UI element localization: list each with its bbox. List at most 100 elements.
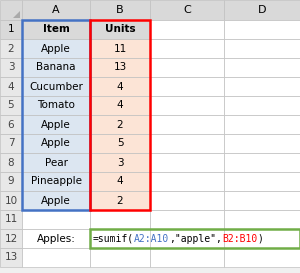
Bar [90, 77, 150, 96]
Text: 12: 12 [4, 233, 18, 244]
Bar [150, 0, 224, 20]
Bar [22, 0, 90, 20]
Bar [90, 248, 150, 267]
Text: Item: Item [43, 25, 69, 34]
Bar [90, 153, 150, 172]
Bar [224, 39, 300, 58]
Text: 13: 13 [113, 63, 127, 73]
Bar [0, 77, 22, 96]
Bar [224, 229, 300, 248]
Bar [22, 210, 90, 229]
Bar [22, 172, 90, 191]
Bar [224, 58, 300, 77]
Bar [0, 115, 22, 134]
Text: C: C [183, 5, 191, 15]
Bar [150, 96, 224, 115]
Text: ): ) [257, 233, 263, 244]
Bar [90, 20, 150, 210]
Text: Units: Units [105, 25, 135, 34]
Text: Apple: Apple [41, 138, 71, 149]
Bar [150, 248, 224, 267]
Bar [90, 172, 150, 191]
Bar [224, 248, 300, 267]
Text: 11: 11 [4, 215, 18, 224]
Text: 13: 13 [4, 253, 18, 263]
Text: Banana: Banana [36, 63, 76, 73]
Bar [22, 153, 90, 172]
Bar [22, 96, 90, 115]
Bar [22, 58, 90, 77]
Bar [224, 210, 300, 229]
Text: 2: 2 [117, 120, 123, 129]
Text: B2:B10: B2:B10 [222, 233, 257, 244]
Text: B: B [116, 5, 124, 15]
Bar [224, 77, 300, 96]
Bar [224, 172, 300, 191]
Bar [0, 191, 22, 210]
Bar [150, 229, 224, 248]
Text: 1: 1 [8, 25, 14, 34]
Bar [90, 58, 150, 77]
Text: Apple: Apple [41, 43, 71, 54]
Text: 6: 6 [8, 120, 14, 129]
Bar [150, 134, 224, 153]
Bar [90, 20, 150, 39]
Text: 3: 3 [117, 158, 123, 168]
Bar [0, 39, 22, 58]
Text: =sumif(: =sumif( [93, 233, 134, 244]
Bar [90, 0, 150, 20]
Text: 11: 11 [113, 43, 127, 54]
Bar [22, 229, 90, 248]
Text: 4: 4 [117, 100, 123, 111]
Bar [0, 248, 22, 267]
Text: A2:A10: A2:A10 [134, 233, 169, 244]
Bar [224, 115, 300, 134]
Text: Apples:: Apples: [37, 233, 75, 244]
Bar [224, 153, 300, 172]
Bar [22, 134, 90, 153]
Text: 5: 5 [8, 100, 14, 111]
Bar [150, 58, 224, 77]
Bar [224, 0, 300, 20]
Text: 4: 4 [8, 82, 14, 91]
Text: Pear: Pear [44, 158, 68, 168]
Bar [150, 191, 224, 210]
Bar [90, 191, 150, 210]
Bar [0, 229, 22, 248]
Bar [22, 20, 90, 39]
Text: 7: 7 [8, 138, 14, 149]
Text: 4: 4 [117, 82, 123, 91]
Text: 8: 8 [8, 158, 14, 168]
Bar [90, 134, 150, 153]
Bar [150, 210, 224, 229]
Text: D: D [258, 5, 266, 15]
Bar [22, 77, 90, 96]
Bar [22, 115, 90, 134]
Text: 10: 10 [4, 195, 18, 206]
Text: 4: 4 [117, 177, 123, 186]
Bar [150, 39, 224, 58]
Bar [90, 39, 150, 58]
Text: 9: 9 [8, 177, 14, 186]
Bar [22, 248, 90, 267]
Bar [90, 115, 150, 134]
Bar [224, 134, 300, 153]
Bar [0, 172, 22, 191]
Text: 2: 2 [8, 43, 14, 54]
Text: Tomato: Tomato [37, 100, 75, 111]
Bar [150, 20, 224, 39]
Text: Apple: Apple [41, 120, 71, 129]
Bar [22, 39, 90, 58]
Bar [90, 229, 300, 248]
Bar [0, 58, 22, 77]
Bar [0, 210, 22, 229]
Bar [224, 191, 300, 210]
Bar [224, 96, 300, 115]
Text: 5: 5 [117, 138, 123, 149]
Bar [150, 77, 224, 96]
Text: ,"apple",: ,"apple", [169, 233, 222, 244]
Bar [150, 172, 224, 191]
Bar [0, 20, 22, 39]
Bar [90, 210, 150, 229]
Bar [90, 229, 300, 248]
